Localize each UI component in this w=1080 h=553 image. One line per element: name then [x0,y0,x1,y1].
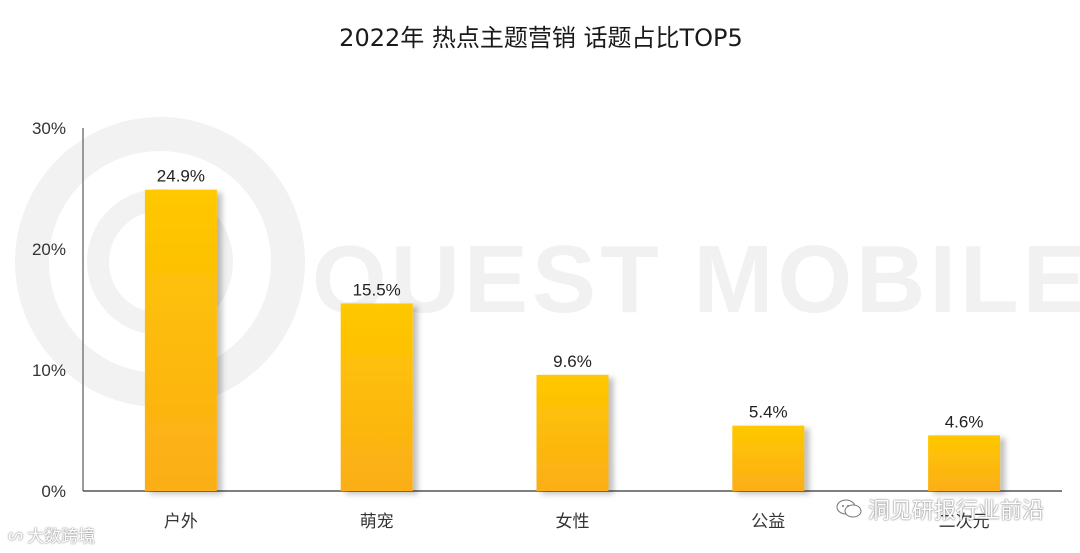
category-label-2: 萌宠 [360,512,394,532]
bar-4 [732,425,805,491]
data-label-2: 15.5% [353,280,401,299]
y-tick-label-4: 30% [32,119,66,138]
data-label-4: 5.4% [749,403,788,422]
category-label-3: 女性 [556,512,590,532]
brand-right-text: 洞见研报行业前沿 [867,499,1044,524]
watermark-text: QUEST MOBILE [312,226,1080,333]
data-label-3: 9.6% [553,352,592,371]
bar-3 [536,374,609,491]
y-tick-label-3: 20% [32,240,66,259]
y-tick-label-2: 10% [32,361,66,380]
category-label-1: 户外 [164,512,198,532]
bar-5 [928,435,1001,491]
bar-2 [340,303,413,491]
chart-title: 2022年 热点主题营销 话题占比TOP5 [339,24,743,52]
y-tick-labels-group: 0% 10% 20% 30% [32,119,66,501]
bar-1 [144,189,217,491]
data-labels-group: 24.9% 15.5% 9.6% 5.4% 4.6% [157,167,984,432]
category-labels-group: 户外 萌宠 女性 公益 二次元 [164,512,990,532]
brand-left-text: 大数跨境 [27,527,96,547]
y-tick-label-1: 0% [41,482,66,501]
category-label-4: 公益 [751,512,785,532]
wechat-icon [836,499,862,518]
category-label-5: 二次元 [939,512,990,532]
brand-left-watermark: ᔕ 大数跨境 [8,522,96,548]
bars-group [144,189,1001,491]
brand-right-watermark: 洞见研报行业前沿 [836,493,1044,525]
brand-left-icon: ᔕ [8,524,24,545]
data-label-1: 24.9% [157,167,205,186]
data-label-5: 4.6% [945,412,984,431]
